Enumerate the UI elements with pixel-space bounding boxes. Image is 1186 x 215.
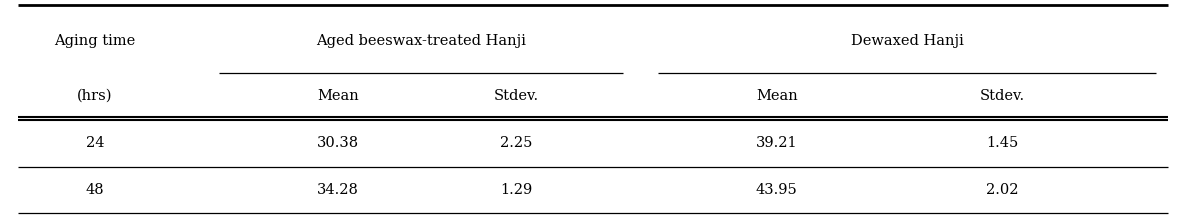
Text: Aged beeswax-treated Hanji: Aged beeswax-treated Hanji [315, 34, 527, 48]
Text: (hrs): (hrs) [77, 89, 113, 103]
Text: 1.29: 1.29 [499, 183, 533, 197]
Text: Aging time: Aging time [55, 34, 135, 48]
Text: 2.02: 2.02 [986, 183, 1019, 197]
Text: Stdev.: Stdev. [493, 89, 538, 103]
Text: Stdev.: Stdev. [980, 89, 1025, 103]
Text: 1.45: 1.45 [986, 136, 1019, 150]
Text: 34.28: 34.28 [317, 183, 359, 197]
Text: 43.95: 43.95 [755, 183, 798, 197]
Text: 39.21: 39.21 [755, 136, 798, 150]
Text: Mean: Mean [317, 89, 359, 103]
Text: 2.25: 2.25 [499, 136, 533, 150]
Text: 48: 48 [85, 183, 104, 197]
Text: Mean: Mean [755, 89, 798, 103]
Text: 24: 24 [85, 136, 104, 150]
Text: Dewaxed Hanji: Dewaxed Hanji [850, 34, 964, 48]
Text: 30.38: 30.38 [317, 136, 359, 150]
